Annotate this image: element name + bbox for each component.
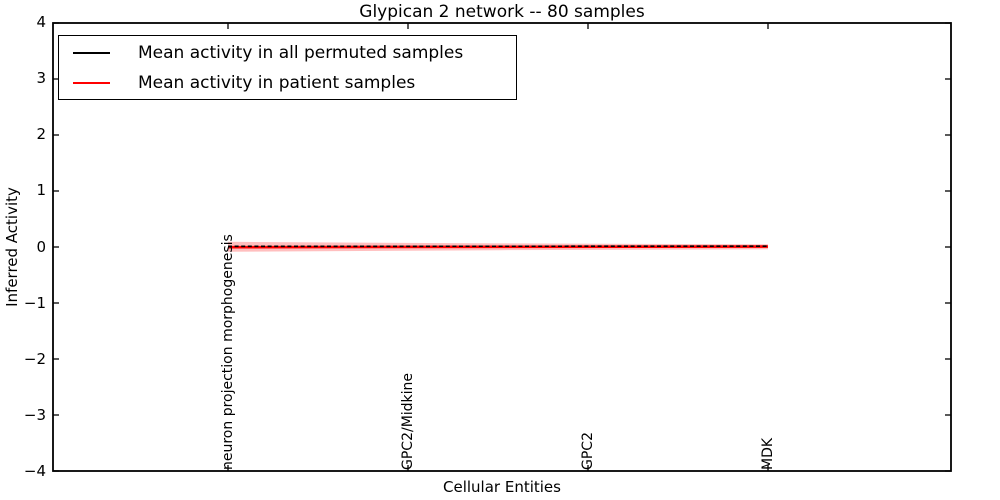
x-tick-label: neuron projection morphogenesis xyxy=(219,234,236,470)
y-tick-label: −4 xyxy=(23,462,46,480)
y-tick-label: 4 xyxy=(36,13,46,31)
tick-marks xyxy=(53,22,951,472)
x-axis-label: Cellular Entities xyxy=(443,478,561,496)
y-tick-label: −1 xyxy=(23,294,46,312)
legend-label-patient: Mean activity in patient samples xyxy=(138,73,416,93)
x-tick-label: GPC2/Midkine xyxy=(399,372,416,470)
legend-item-permuted: Mean activity in all permuted samples xyxy=(59,39,516,67)
y-tick-label: −3 xyxy=(23,406,46,424)
y-tick-label: 1 xyxy=(36,181,46,199)
chart-title: Glypican 2 network -- 80 samples xyxy=(359,2,645,22)
y-tick-label: 2 xyxy=(36,125,46,143)
legend-label-permuted: Mean activity in all permuted samples xyxy=(138,43,464,63)
legend-line-patient-icon xyxy=(73,82,110,84)
y-tick-label: 0 xyxy=(36,238,46,256)
legend: Mean activity in all permuted samples Me… xyxy=(58,35,517,100)
y-tick-label: −2 xyxy=(23,350,46,368)
x-tick-label: GPC2 xyxy=(579,432,596,470)
y-tick-label: 3 xyxy=(36,69,46,87)
legend-line-permuted-icon xyxy=(73,52,110,54)
legend-item-patient: Mean activity in patient samples xyxy=(59,69,516,97)
x-tick-label: MDK xyxy=(759,437,776,470)
